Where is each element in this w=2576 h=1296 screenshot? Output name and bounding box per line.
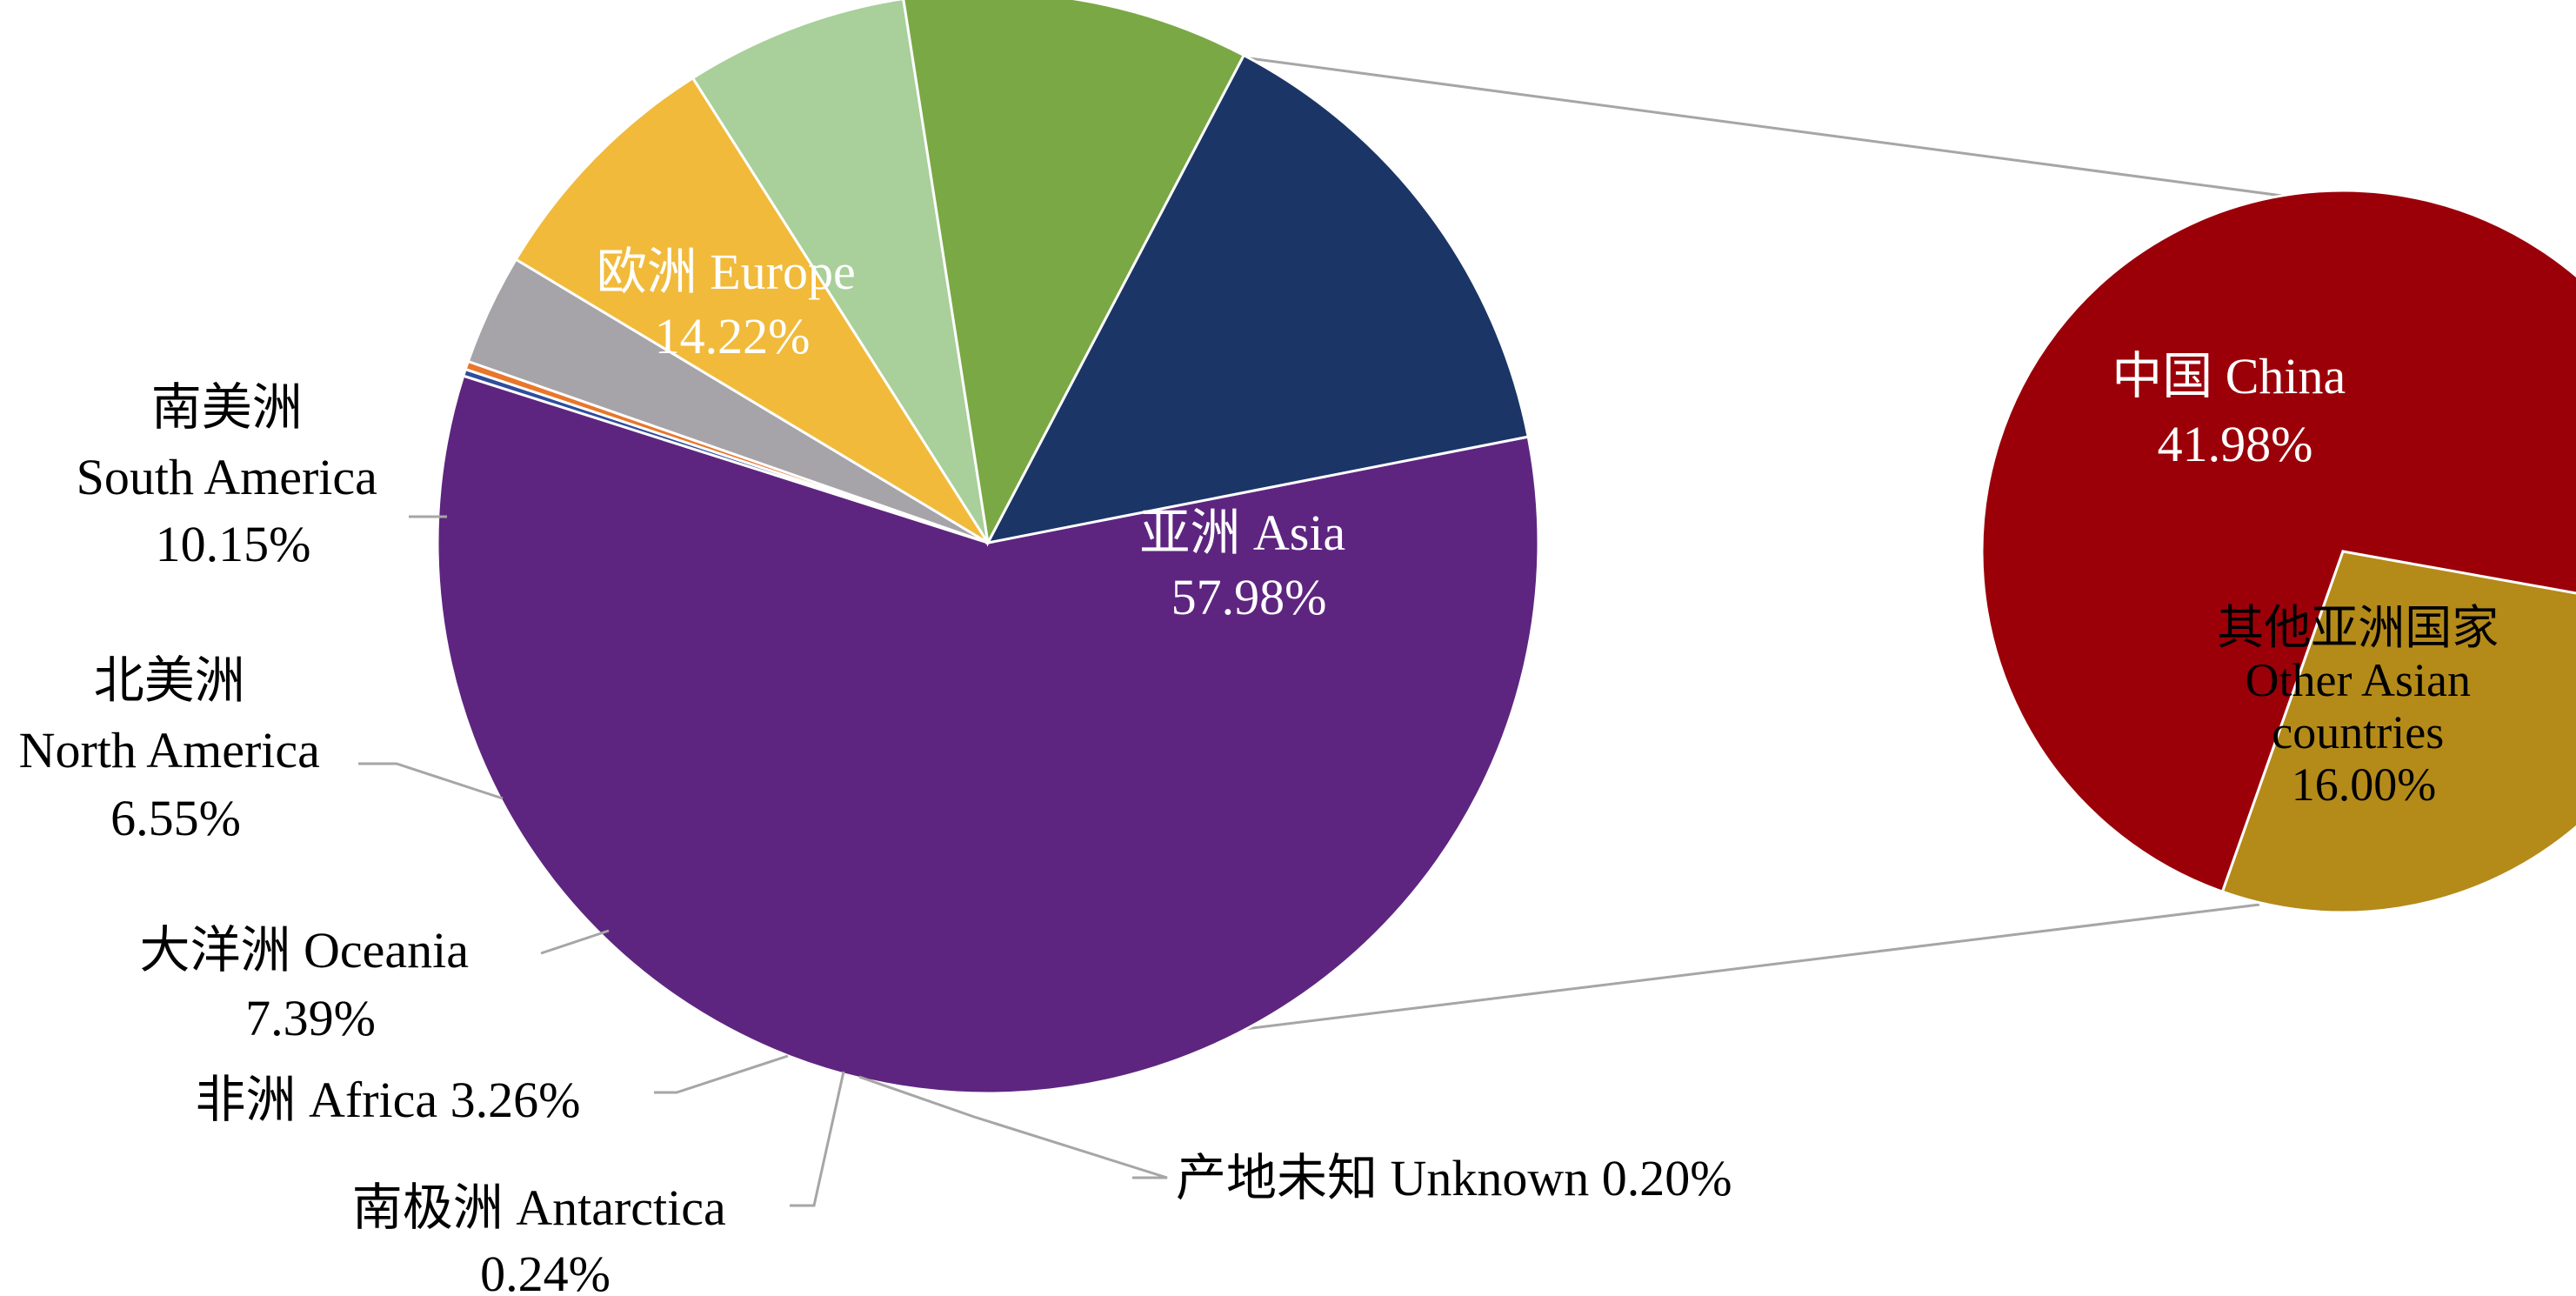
data-label-africa: 非洲 Africa 3.26% <box>196 1072 581 1128</box>
pie-slice-south-america <box>902 0 1246 547</box>
pie-slice-china <box>1980 189 2576 894</box>
leader-line-antarctica <box>790 1071 845 1207</box>
data-label-unknown: 产地未知 Unknown 0.20% <box>1176 1150 1732 1206</box>
leader-lines <box>358 515 1168 1207</box>
pie-slice-asia <box>436 374 1540 1095</box>
data-label-south-america: 南美洲 South America 10.15% <box>77 379 390 572</box>
pie-slice-europe <box>985 53 1530 545</box>
data-label-asia: 亚洲 Asia 57.98% <box>1139 504 1358 625</box>
main-pie <box>436 0 1540 1095</box>
data-label-north-america: 北美洲 North America 6.55% <box>19 652 333 846</box>
pie-slice-other-asian-countries <box>2220 550 2576 914</box>
data-label-china: 中国 China 41.98% <box>2112 348 2359 472</box>
leader-line-oceania <box>540 929 610 955</box>
leader-line-africa <box>654 1054 789 1094</box>
data-label-europe: 欧洲 Europe 14.22% <box>597 244 869 364</box>
leader-line-unknown <box>858 1075 1168 1179</box>
asia-breakdown-pie <box>1980 189 2576 914</box>
pie-slice-oceania <box>514 76 990 544</box>
leader-line-north-america <box>358 762 504 800</box>
data-label-other-asian-countries: 其他亚洲国家 Other Asian countries 16.00% <box>2217 602 2511 811</box>
data-label-oceania: 大洋洲 Oceania 7.39% <box>140 922 482 1046</box>
data-label-antarctica: 南极洲 Antarctica 0.24% <box>352 1179 739 1296</box>
pie-slice-north-america <box>691 0 990 544</box>
